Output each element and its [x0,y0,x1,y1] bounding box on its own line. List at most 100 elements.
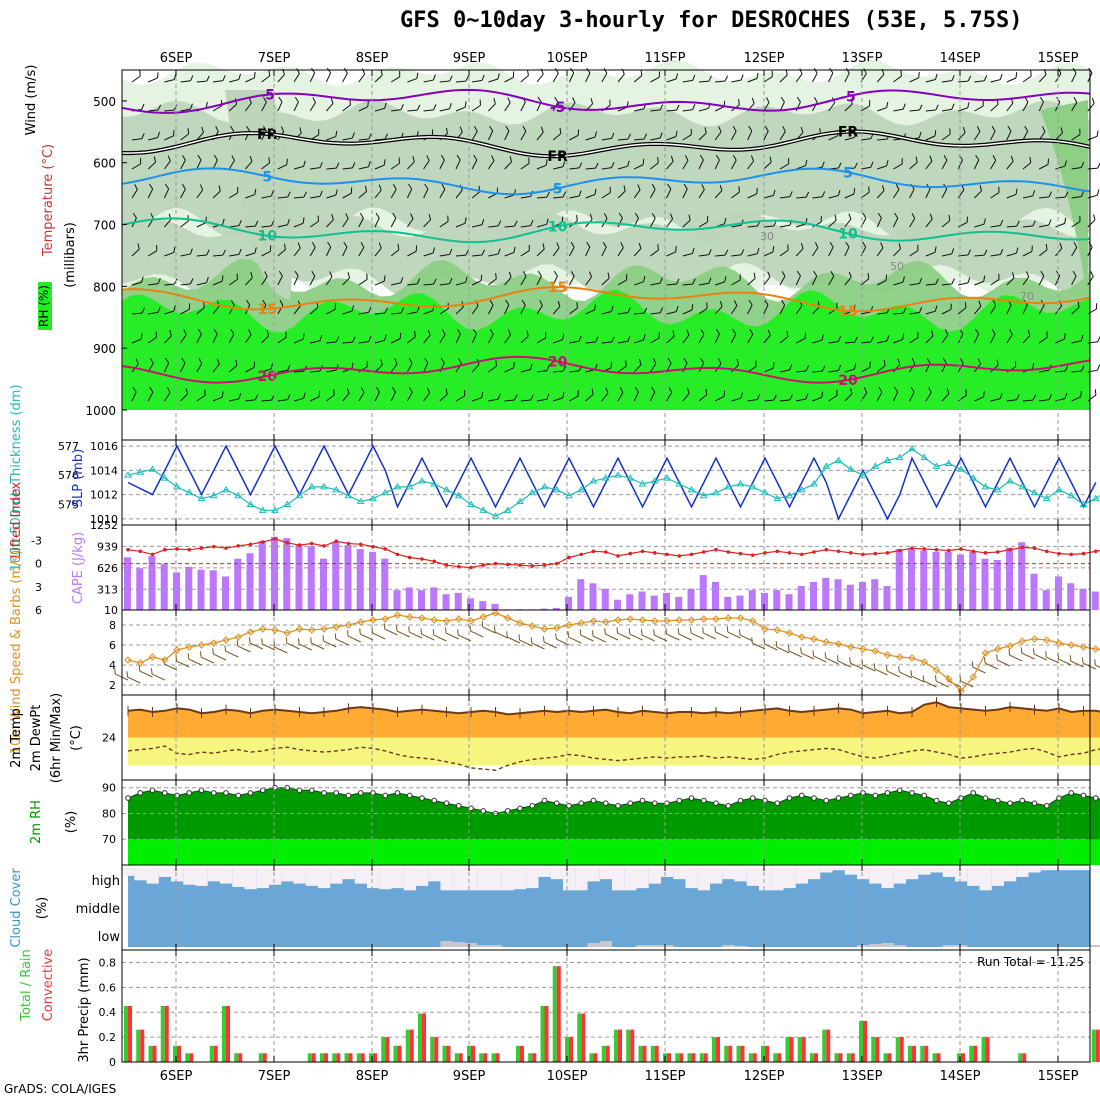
wind-barb [553,333,565,344]
wind-barb [731,186,740,199]
wind-barb-flag [853,304,856,311]
wind-barb-shaft [633,189,641,199]
wind-barb-flag [805,191,810,198]
rh-contour-label: 30 [760,230,774,243]
wind-barb-shaft [358,191,367,199]
wind-barb-flag [378,184,382,191]
wind-barb-flag [977,358,981,365]
wind-barb-10m [420,628,435,641]
cloud-high-gap [1065,868,1078,871]
cloud-level-label: middle [76,902,120,917]
wind-barb [893,276,905,286]
wind-barb [163,155,171,170]
wind-barb [1038,331,1048,344]
wind-barb-flag [974,328,980,335]
rh-marker [1056,795,1062,801]
wind-barb-shaft [569,370,580,373]
wind-barb-flag [771,70,773,77]
wind-barb-flag [738,186,740,193]
wind-barb-shaft [731,279,741,286]
wind-barb [552,127,562,141]
wind-speed-marker [626,615,634,623]
wind-barb [909,277,923,286]
wind-barb [1022,70,1032,83]
wind-barb-shaft [747,334,754,344]
wind-barb [1022,125,1029,141]
wind-barb [309,67,316,83]
wind-barb [568,270,575,286]
lifted-marker [481,563,486,567]
wind-barb-shaft [228,160,235,170]
wind-barb-flag [368,306,372,313]
wind-barb [228,359,238,373]
wind-barb [682,155,689,170]
thickness-marker [503,506,512,513]
wind-barb-flag [607,272,610,279]
rh-marker [884,790,891,796]
wind-barb-shaft [617,138,629,141]
wind-barb-flag [248,329,252,335]
wind-speed-marker [994,645,1002,653]
wind-barb-10m-flag [285,637,288,644]
rh-marker [1043,802,1050,809]
wind-barb-shaft [488,103,496,112]
wind-barb-flag [187,128,190,135]
wind-barb [1006,394,1020,402]
wind-barb-flag [983,391,985,398]
wind-barb-shaft [309,307,319,315]
wind-barb-flag [204,389,206,396]
wind-barb [326,303,337,315]
wind-barb-flag [934,130,937,137]
wind-barb [261,245,272,257]
cloud-low-gap [869,944,882,947]
wind-barb-flag [449,248,453,255]
wind-barb-shaft [682,392,690,402]
cape-bar [944,551,952,610]
date-label-bottom: 15SEP [1038,1069,1079,1084]
thickness-tick-label: 575 [58,498,79,511]
wind-barb-shaft [391,109,402,112]
wind-barb-10m [310,637,325,650]
wind-barb-flag [837,189,841,196]
precip-conv-bar [262,1053,267,1062]
cloud-high-gap [1028,868,1041,873]
cape-bar [173,572,180,610]
wind-barb-shaft [228,333,235,344]
wind-barb-flag [578,190,582,197]
wind-barb-shaft [763,195,774,199]
wind-barb [925,387,932,402]
wind-barb [811,242,819,257]
wind-barb-flag [352,162,356,169]
wind-barb-10m [751,637,766,650]
lifted-marker [187,547,192,552]
wind-barb-shaft [796,165,806,170]
wind-barb [245,71,256,83]
wind-barb-flag [767,271,771,278]
wind-barb-flag [967,102,970,108]
wind-barb-flag [522,271,527,277]
wind-barb-shaft [1039,196,1050,199]
wind-barb-shaft [277,164,288,170]
cloud-high-gap [526,868,539,889]
wind-barb-flag [1079,128,1081,135]
wind-barb-shaft [310,370,321,373]
wind-barb-flag [173,246,176,253]
wind-barb-shaft [1071,102,1078,112]
wind-barb [261,96,267,112]
lifted-marker [922,547,927,551]
wind-barb-flag [465,249,469,256]
wind-barb [131,70,141,83]
wind-barb-flag [299,127,302,134]
wind-barb-shaft [617,279,627,286]
wind-barb-shaft [131,75,141,83]
wind-barb-flag [449,278,453,284]
thickness-marker [810,479,818,487]
wind-barb-shaft [342,341,353,344]
wind-barb [941,303,952,315]
wind-barb-flag [651,386,656,393]
wind-barb [1039,191,1053,199]
wind-barb-10m [689,627,704,640]
wind-barb-flag [708,75,712,82]
precip-total-bar [393,1045,398,1062]
wind-barb-shaft [747,253,758,257]
